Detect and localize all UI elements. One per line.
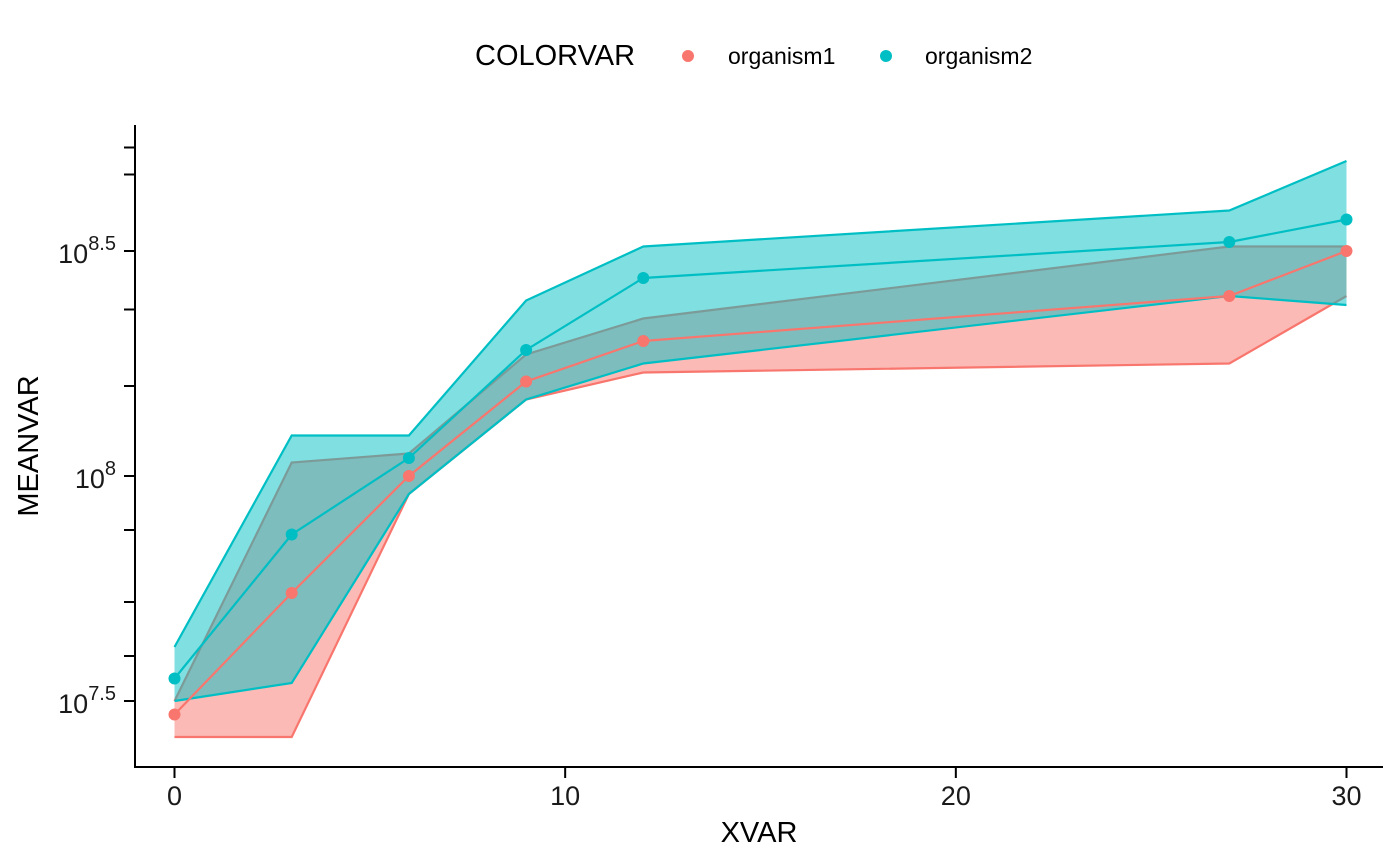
y-axis-title: MEANVAR [13,375,45,516]
point-organism2-5 [1223,236,1236,248]
point-organism2-1 [285,528,298,541]
point-organism1-2 [402,470,415,482]
point-organism1-4 [637,335,650,347]
point-organism2-0 [168,672,181,685]
legend-label-organism2: organism2 [925,43,1032,69]
point-organism1-1 [285,587,298,599]
point-organism1-6 [1340,245,1353,257]
point-organism2-3 [520,344,533,356]
legend-title: COLORVAR [475,40,635,72]
legend-key-organism2 [880,50,892,62]
y-axis: 107.5 108 108.5 [58,125,136,768]
legend-label-organism1: organism1 [728,43,835,69]
point-organism1-3 [520,375,533,388]
point-organism2-4 [637,272,650,284]
series-points [168,213,1353,721]
y-tick-label-8.5: 108.5 [58,233,116,269]
point-organism2-2 [402,452,415,464]
ribbon-upper-edge-organism2 [173,159,1347,648]
x-axis-title: XVAR [721,817,798,849]
point-organism1-5 [1223,290,1236,302]
legend-key-organism1 [682,50,694,62]
legend-entries: organism1 organism2 [682,43,1032,69]
x-tick-label-10: 10 [550,781,580,811]
x-tick-label-30: 30 [1331,781,1361,811]
x-tick-label-0: 0 [167,781,182,811]
legend: COLORVAR organism1 organism2 [475,40,1032,72]
y-tick-label-7.5: 107.5 [58,683,116,719]
x-tick-label-20: 20 [941,781,971,811]
x-axis: 0 10 20 30 [135,766,1383,811]
ribbon-organism2 [174,161,1347,701]
y-tick-label-8: 108 [75,458,116,494]
point-organism1-0 [168,708,181,721]
point-organism2-6 [1340,213,1353,226]
ribbons [173,159,1348,739]
